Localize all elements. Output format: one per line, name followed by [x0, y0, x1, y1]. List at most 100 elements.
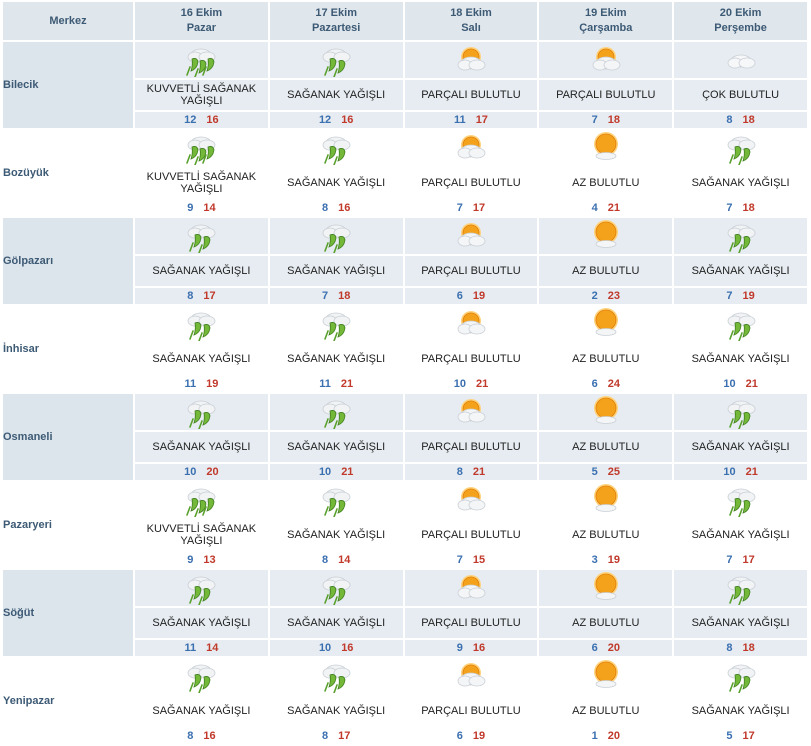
day-weekday: Perşembe — [714, 22, 767, 34]
max-temp: 20 — [607, 730, 620, 742]
max-temp: 21 — [607, 202, 620, 214]
forecast-temp-row: 12 16 12 16 11 17 7 18 8 18 — [3, 112, 807, 128]
weather-icon-cell — [405, 306, 538, 342]
forecast-temp-row: 11 19 11 21 10 21 6 24 10 21 — [3, 376, 807, 392]
shower-icon — [727, 312, 755, 341]
shower-icon — [727, 224, 755, 253]
temperature-cell: 7 18 — [674, 200, 807, 216]
day-header: 17 Ekim Pazartesi — [269, 2, 403, 40]
weather-icon-cell — [539, 218, 673, 254]
max-temp: 14 — [203, 202, 216, 214]
weather-icon-cell — [269, 394, 403, 430]
forecast-row: Yenipazar — [3, 658, 807, 744]
max-temp: 19 — [742, 290, 755, 302]
shower-icon — [322, 312, 351, 341]
weather-icon-cell — [405, 130, 538, 166]
temperature-cell: 1 20 — [539, 728, 672, 744]
weather-description: SAĞANAK YAĞIŞLI — [674, 256, 807, 286]
mostly-sunny-icon — [593, 308, 618, 336]
weather-icon-cell — [270, 482, 403, 518]
max-temp: 21 — [472, 466, 486, 478]
temperature-cell: 4 21 — [539, 200, 672, 216]
day-date: 16 Ekim — [180, 7, 223, 19]
partly-cloudy-icon — [457, 663, 486, 687]
temperature-cell: 11 14 — [135, 640, 268, 656]
weather-icon-cell — [135, 218, 268, 254]
temperature-cell: 6 19 — [405, 728, 538, 744]
max-temp: 16 — [341, 114, 354, 126]
weather-description: SAĞANAK YAĞIŞLI — [287, 353, 386, 365]
weather-description: SAĞANAK YAĞIŞLI — [269, 80, 403, 110]
weather-description: KUVVETLİ SAĞANAK YAĞIŞLI — [135, 80, 268, 110]
weather-icon-cell — [674, 394, 807, 430]
max-temp: 21 — [475, 378, 489, 390]
shower-icon — [322, 400, 351, 429]
weather-description: SAĞANAK YAĞIŞLI — [269, 256, 403, 286]
forecast-row: İnhisar — [3, 306, 807, 392]
city-name: Söğüt — [3, 570, 133, 656]
forecast-row: Bilecik — [3, 42, 807, 128]
cloudy-icon — [727, 54, 755, 69]
weather-description: AZ BULUTLU — [572, 353, 640, 365]
shower-icon — [727, 576, 755, 605]
temperature-cell: 10 21 — [674, 376, 807, 392]
max-temp: 16 — [338, 202, 351, 214]
forecast-row: Pazaryeri — [3, 482, 807, 568]
weather-icon-cell — [135, 658, 268, 694]
day-date: 17 Ekim — [315, 7, 357, 19]
temperature-cell: 9 13 — [135, 552, 268, 568]
max-temp: 17 — [472, 202, 486, 214]
weather-description: SAĞANAK YAĞIŞLI — [691, 353, 790, 365]
weather-icon-cell — [269, 570, 403, 606]
min-temp: 10 — [184, 466, 197, 478]
min-temp: 10 — [723, 378, 736, 390]
shower-icon — [187, 576, 216, 605]
day-header: 16 Ekim Pazar — [135, 2, 268, 40]
min-temp: 7 — [322, 290, 329, 302]
min-temp: 6 — [456, 290, 463, 302]
forecast-desc-row: KUVVETLİ SAĞANAK YAĞIŞLI SAĞANAK YAĞIŞLI P… — [3, 80, 807, 110]
max-temp: 17 — [203, 290, 216, 302]
shower-icon — [322, 224, 351, 253]
weather-icon-cell — [404, 394, 538, 430]
shower-icon — [187, 312, 216, 341]
partly-cloudy-icon — [457, 223, 486, 247]
shower-icon — [727, 664, 755, 693]
temperature-cell: 11 17 — [404, 112, 538, 128]
max-temp: 19 — [472, 290, 486, 302]
temperature-cell: 9 16 — [404, 640, 538, 656]
max-temp: 17 — [475, 114, 488, 126]
weather-icon-cell — [135, 394, 268, 430]
forecast-desc-row: SAĞANAK YAĞIŞLI SAĞANAK YAĞIŞLI PARÇALI BU… — [3, 344, 807, 374]
min-temp: 6 — [591, 378, 598, 390]
max-temp: 16 — [206, 114, 219, 126]
forecast-temp-row: 10 20 10 21 8 21 5 25 10 21 — [3, 464, 807, 480]
weather-icon-cell — [674, 130, 807, 166]
temperature-cell: 8 17 — [135, 288, 268, 304]
weather-description: SAĞANAK YAĞIŞLI — [287, 705, 386, 717]
forecast-desc-row: SAĞANAK YAĞIŞLI SAĞANAK YAĞIŞLI PARÇALI BU… — [3, 696, 807, 726]
weather-icon-cell — [539, 394, 673, 430]
mostly-sunny-icon — [593, 220, 618, 248]
weather-description: SAĞANAK YAĞIŞLI — [269, 608, 403, 638]
min-temp: 9 — [187, 554, 194, 566]
weather-icon-cell — [404, 42, 538, 78]
max-temp: 19 — [206, 378, 219, 390]
weather-icon-cell — [269, 42, 403, 78]
weather-description: SAĞANAK YAĞIŞLI — [135, 256, 268, 286]
max-temp: 18 — [742, 202, 755, 214]
max-temp: 13 — [203, 554, 216, 566]
min-temp: 6 — [456, 730, 463, 742]
temperature-cell: 10 16 — [269, 640, 403, 656]
max-temp: 16 — [472, 642, 486, 654]
max-temp: 21 — [745, 466, 758, 478]
min-temp: 11 — [184, 378, 197, 390]
city-name: Yenipazar — [3, 658, 133, 744]
max-temp: 16 — [341, 642, 354, 654]
weather-description: SAĞANAK YAĞIŞLI — [674, 432, 807, 462]
weather-description: SAĞANAK YAĞIŞLI — [674, 608, 807, 638]
temperature-cell: 2 23 — [539, 288, 673, 304]
min-temp: 7 — [726, 290, 733, 302]
weather-description: ÇOK BULUTLU — [674, 80, 807, 110]
forecast-desc-row: KUVVETLİ SAĞANAK YAĞIŞLI SAĞANAK YAĞIŞLI P… — [3, 520, 807, 550]
